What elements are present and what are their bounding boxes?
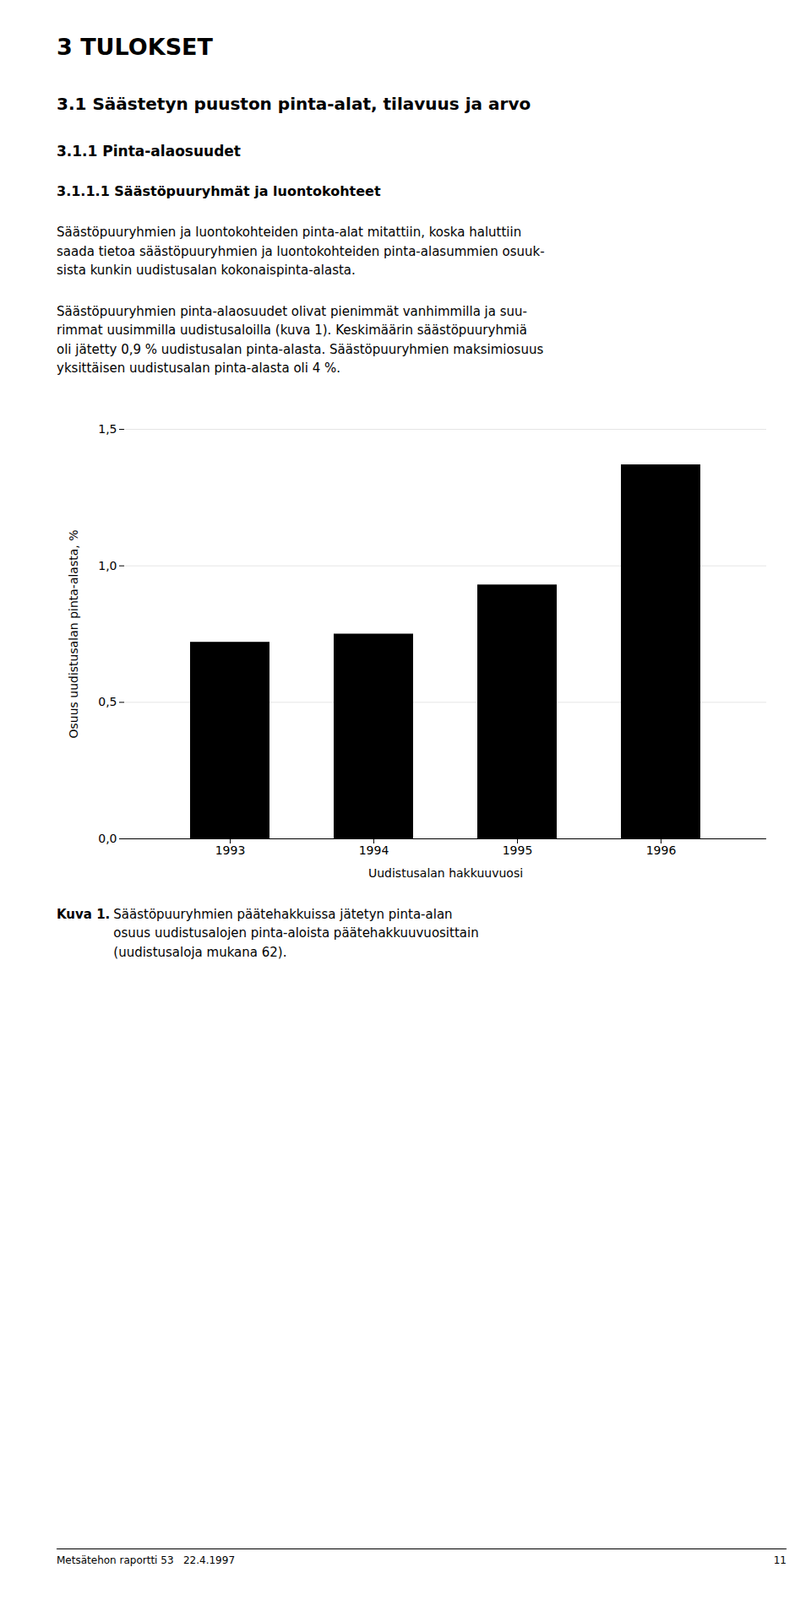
- html-text:Säästöpuuryhmien ja luontokoht: Säästöpuuryhmien ja luontokohteiden pint…: [56, 224, 545, 278]
- html-text:3.1.1.1 Säästöpuuryhmät ja luo: 3.1.1.1 Säästöpuuryhmät ja luontokohteet: [56, 183, 381, 200]
- svg-text:1993: 1993: [215, 843, 246, 858]
- html-text:3 TULOKSET: 3 TULOKSET: [56, 33, 213, 60]
- svg-text:1996: 1996: [646, 843, 677, 858]
- svg-text:0,0: 0,0: [97, 831, 117, 845]
- html-text:Säästöpuuryhmien pinta-alaosuu: Säästöpuuryhmien pinta-alaosuudet olivat…: [56, 303, 544, 376]
- svg-text:1995: 1995: [502, 843, 534, 858]
- html-text:3.1 Säästetyn puuston pinta-al: 3.1 Säästetyn puuston pinta-alat, tilavu…: [56, 93, 531, 115]
- html-text:Kuva 1. Säästöpuuryhmien pääte: Kuva 1. Säästöpuuryhmien päätehakkuissa …: [56, 906, 479, 961]
- html-text:Metsätehon raportti 53 22.4.19: Metsätehon raportti 53 22.4.1997: [56, 1555, 235, 1568]
- svg-text:0,5: 0,5: [97, 695, 117, 709]
- svg-text:1994: 1994: [359, 843, 390, 858]
- svg-text:1,5: 1,5: [97, 421, 117, 436]
- svg-text:Osuus uudistusalan pinta-alast: Osuus uudistusalan pinta-alasta, %: [66, 529, 81, 739]
- svg-text:1,0: 1,0: [97, 558, 117, 572]
- svg-text:Uudistusalan hakkuuvuosi: Uudistusalan hakkuuvuosi: [368, 865, 523, 880]
- html-text:3.1.1 Pinta-alaosuudet: 3.1.1 Pinta-alaosuudet: [56, 142, 241, 160]
- html-text:11: 11: [773, 1555, 787, 1568]
